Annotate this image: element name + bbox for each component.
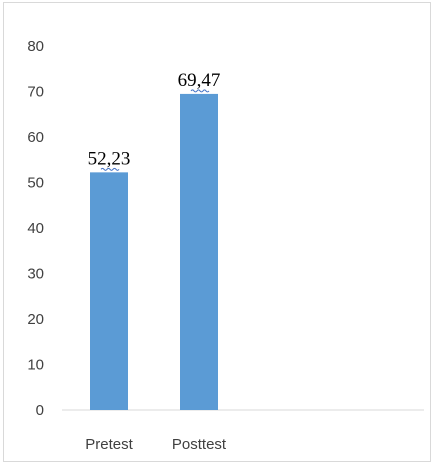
bar-chart: 0 10 20 30 40 50 60 70 80 52,23 69,47 Pretest Post… <box>27 38 424 453</box>
x-tick-label-posttest: Posttest <box>172 436 227 453</box>
y-tick-label: 30 <box>27 266 44 283</box>
x-axis-ticks: Pretest Posttest <box>85 436 227 453</box>
x-tick-label-pretest: Pretest <box>85 436 133 453</box>
bars <box>90 93 218 410</box>
y-axis-ticks: 0 10 20 30 40 50 60 70 80 <box>27 38 44 419</box>
spellcheck-underline <box>190 89 210 93</box>
y-tick-label: 50 <box>27 175 44 192</box>
y-tick-label: 40 <box>27 220 44 237</box>
y-tick-label: 0 <box>36 402 44 419</box>
y-tick-label: 20 <box>27 311 44 328</box>
bar-pretest <box>90 172 128 410</box>
chart-frame: 0 10 20 30 40 50 60 70 80 52,23 69,47 Pretest Post… <box>3 2 431 462</box>
bar-posttest <box>180 93 218 410</box>
y-tick-label: 60 <box>27 129 44 146</box>
y-tick-label: 70 <box>27 84 44 101</box>
data-label-posttest: 69,47 <box>178 70 221 91</box>
y-tick-label: 10 <box>27 357 44 374</box>
spellcheck-underline <box>100 167 120 171</box>
data-labels: 52,23 69,47 <box>88 70 221 171</box>
data-label-pretest: 52,23 <box>88 148 131 169</box>
y-tick-label: 80 <box>27 38 44 55</box>
